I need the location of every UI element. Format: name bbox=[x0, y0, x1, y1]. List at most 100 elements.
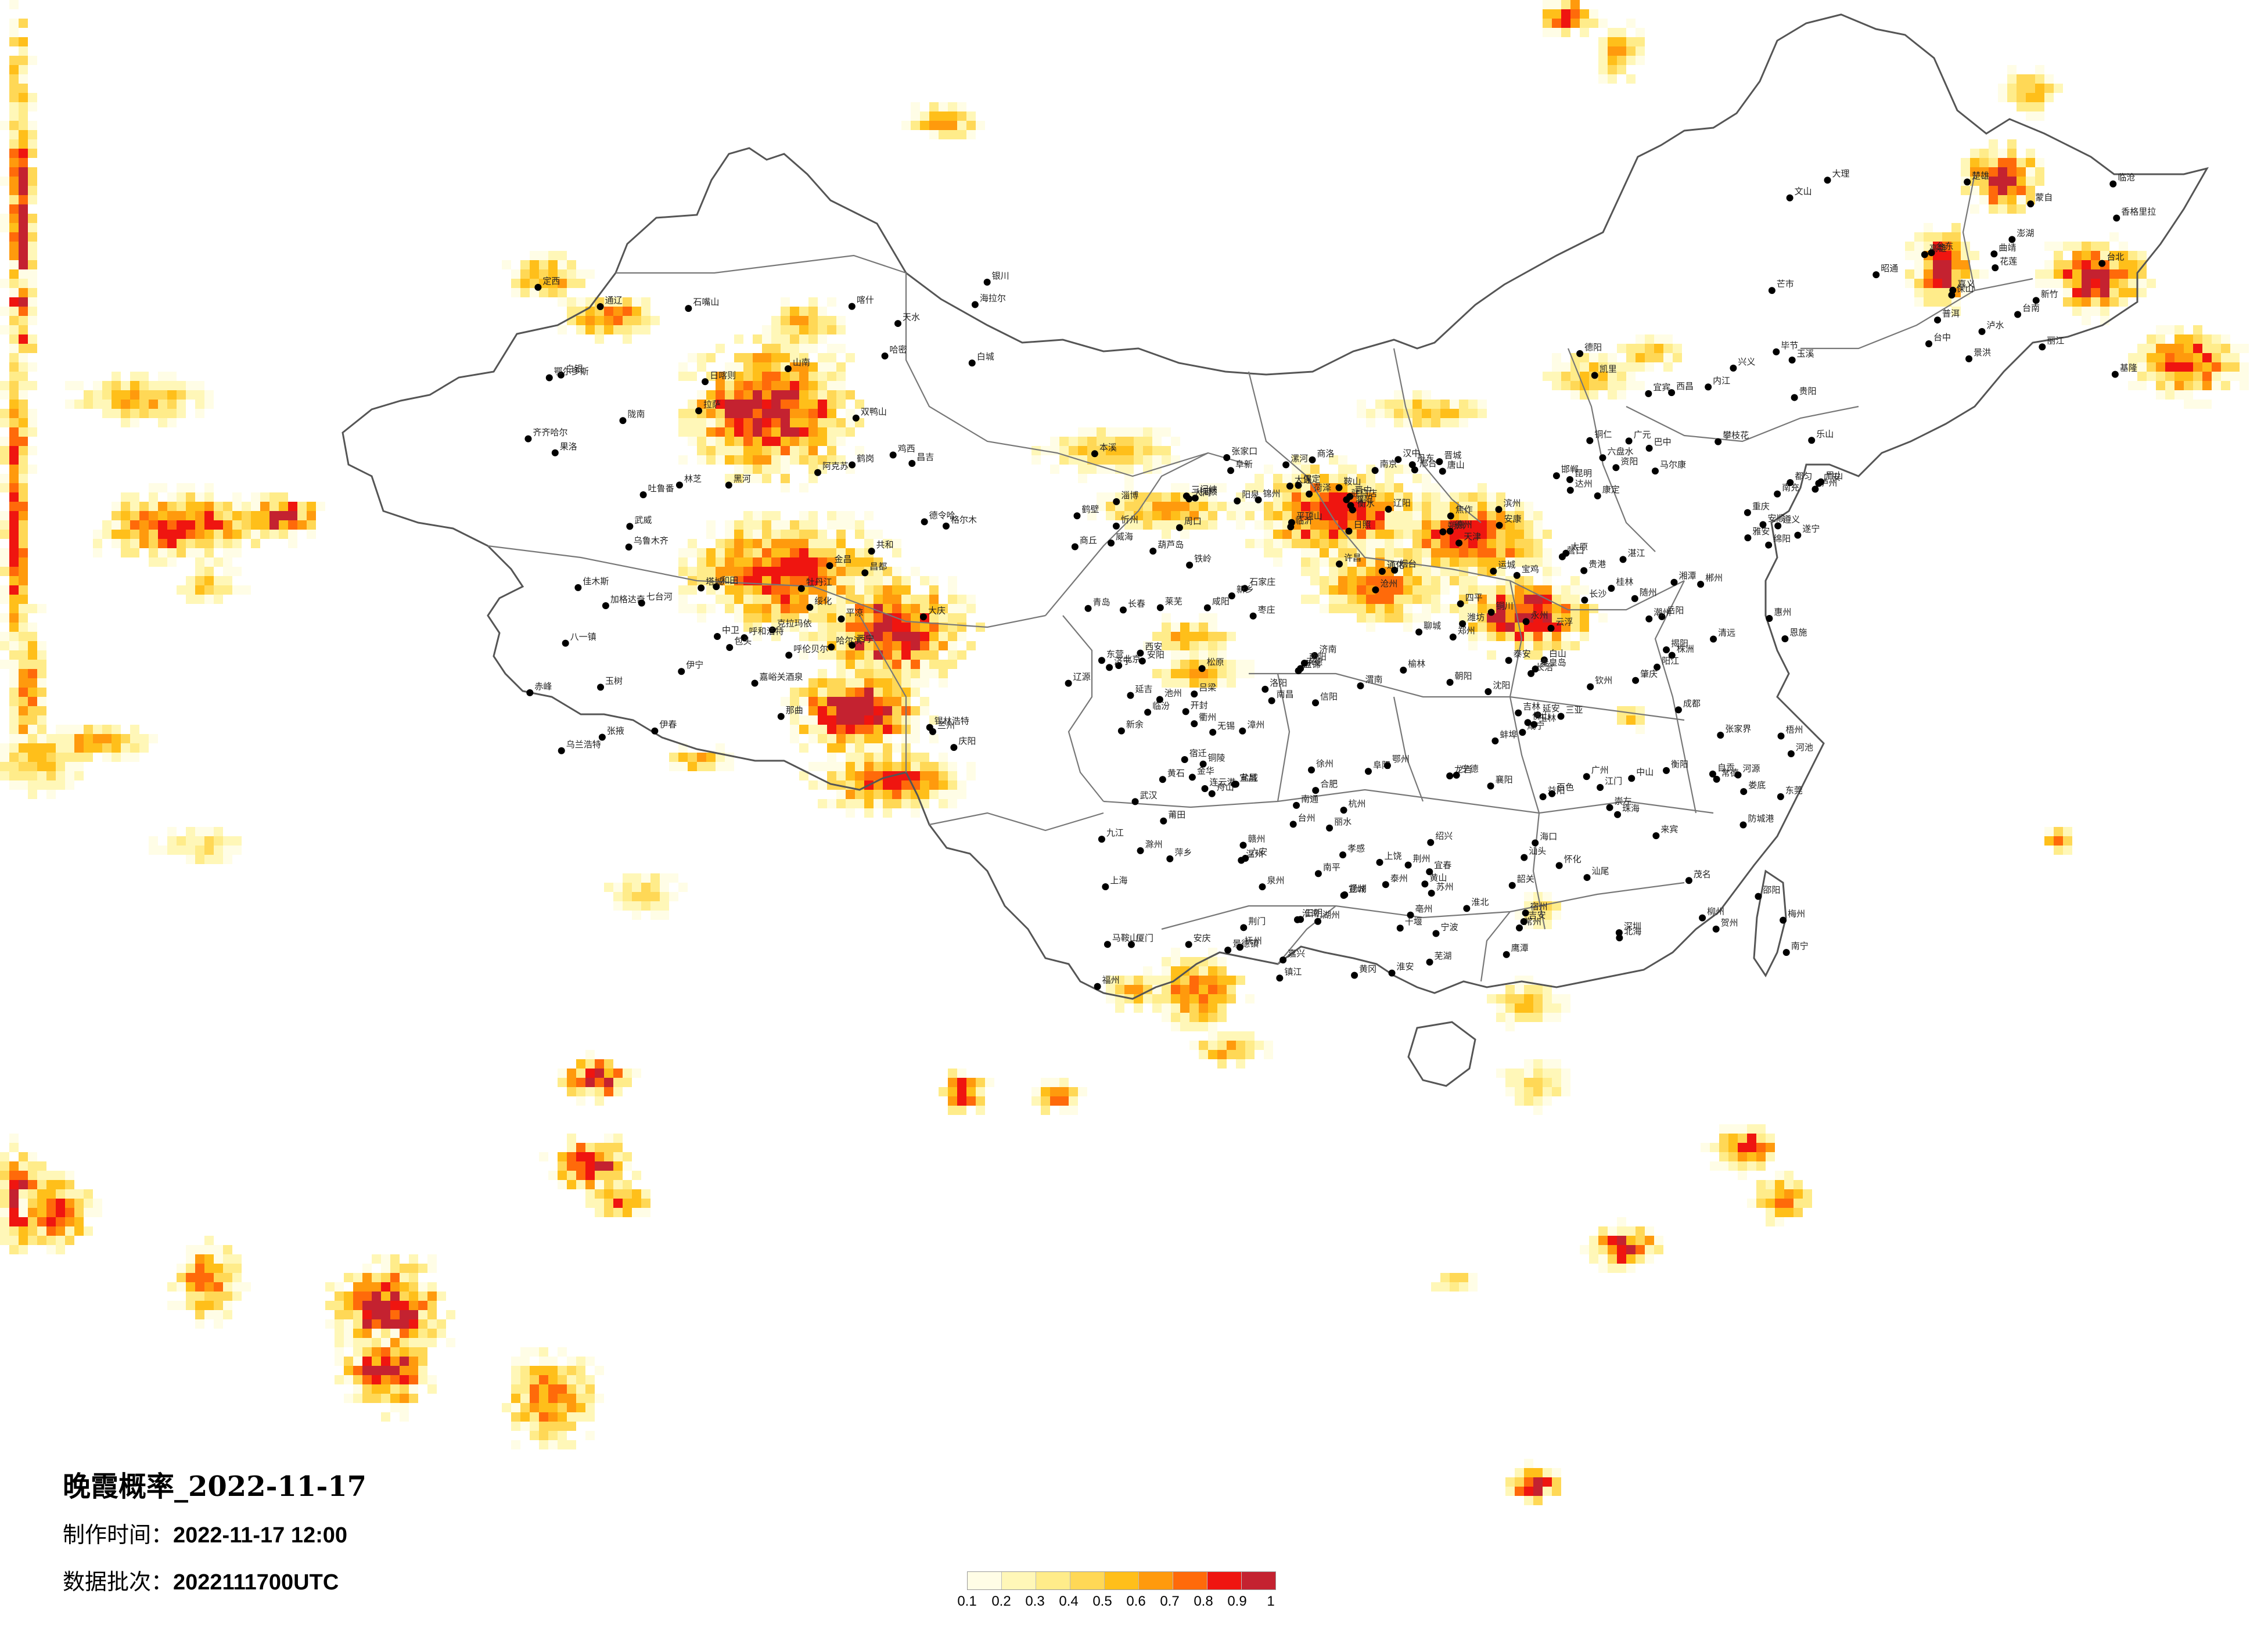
probability-cell bbox=[827, 325, 836, 334]
probability-cell bbox=[1301, 502, 1310, 511]
probability-cell bbox=[697, 418, 706, 427]
probability-cell bbox=[790, 623, 799, 632]
probability-cell bbox=[511, 1384, 520, 1394]
probability-cell bbox=[781, 455, 790, 465]
probability-cell bbox=[1152, 669, 1162, 678]
city-dot bbox=[1808, 437, 1816, 444]
probability-cell bbox=[743, 446, 753, 455]
probability-cell bbox=[19, 409, 28, 418]
probability-cell bbox=[19, 56, 28, 65]
probability-cell bbox=[1162, 641, 1171, 650]
probability-cell bbox=[743, 548, 753, 557]
city-dot bbox=[1774, 522, 1782, 530]
probability-cell bbox=[883, 632, 892, 641]
probability-cell bbox=[892, 660, 901, 669]
probability-cell bbox=[1979, 149, 1989, 158]
probability-cell bbox=[28, 381, 37, 390]
probability-cell bbox=[1598, 372, 1608, 381]
city-label: 忻州 bbox=[1121, 515, 1138, 525]
probability-cell bbox=[1394, 539, 1403, 548]
probability-cell bbox=[799, 548, 808, 557]
probability-cell bbox=[920, 632, 929, 641]
probability-cell bbox=[251, 530, 260, 539]
city-dot bbox=[1137, 847, 1144, 854]
probability-cell bbox=[688, 409, 697, 418]
probability-cell bbox=[158, 418, 167, 427]
probability-cell bbox=[1515, 1069, 1524, 1078]
city-dot bbox=[1715, 438, 1722, 445]
probability-cell bbox=[883, 576, 892, 585]
probability-cell bbox=[771, 455, 781, 465]
probability-cell bbox=[19, 474, 28, 483]
city-label: 黄冈 bbox=[1359, 963, 1376, 974]
probability-cell bbox=[223, 520, 232, 530]
probability-cell bbox=[1217, 669, 1227, 678]
probability-cell bbox=[1626, 46, 1636, 56]
probability-cell bbox=[781, 446, 790, 455]
probability-cell bbox=[1636, 344, 1645, 353]
probability-cell bbox=[37, 650, 46, 660]
probability-cell bbox=[1208, 1013, 1217, 1022]
probability-cell bbox=[762, 418, 771, 427]
probability-cell bbox=[511, 1366, 520, 1375]
probability-cell bbox=[1487, 520, 1496, 530]
city-label: 永州 bbox=[1531, 610, 1548, 620]
probability-cell bbox=[827, 799, 836, 808]
probability-cell bbox=[1338, 511, 1347, 520]
probability-cell bbox=[1385, 595, 1394, 604]
probability-cell bbox=[37, 715, 46, 725]
probability-cell bbox=[539, 1152, 548, 1161]
probability-cell bbox=[19, 111, 28, 121]
probability-cell bbox=[0, 641, 9, 650]
probability-cell bbox=[28, 316, 37, 325]
probability-cell bbox=[846, 725, 855, 734]
city-dot bbox=[695, 407, 703, 415]
probability-cell bbox=[204, 502, 214, 511]
probability-cell bbox=[112, 390, 121, 400]
probability-cell bbox=[808, 334, 818, 344]
probability-cell bbox=[1329, 585, 1338, 595]
probability-cell bbox=[372, 1338, 381, 1347]
probability-cell bbox=[781, 437, 790, 446]
probability-cell bbox=[1208, 976, 1217, 985]
city-dot bbox=[1104, 941, 1111, 948]
probability-cell bbox=[2100, 307, 2109, 316]
probability-cell bbox=[204, 520, 214, 530]
city-label: 和田 bbox=[721, 575, 738, 585]
probability-cell bbox=[808, 715, 818, 725]
probability-cell bbox=[409, 1347, 418, 1357]
city-dot bbox=[1340, 807, 1347, 814]
probability-cell bbox=[279, 530, 288, 539]
probability-cell bbox=[279, 511, 288, 520]
probability-cell bbox=[734, 427, 743, 437]
probability-cell bbox=[9, 409, 19, 418]
probability-cell bbox=[2026, 74, 2035, 84]
probability-cell bbox=[790, 567, 799, 576]
probability-cell bbox=[632, 297, 641, 307]
city-label: 丽水 bbox=[1334, 816, 1352, 827]
city-label: 济南 bbox=[1320, 644, 1337, 654]
probability-cell bbox=[585, 1078, 595, 1087]
probability-cell bbox=[1208, 1003, 1217, 1013]
probability-cell bbox=[1793, 1208, 1803, 1217]
probability-cell bbox=[167, 836, 177, 846]
city-label: 肇庆 bbox=[1640, 669, 1658, 679]
probability-cell bbox=[558, 1440, 567, 1449]
probability-cell bbox=[604, 1143, 613, 1152]
probability-cell bbox=[2044, 74, 2054, 84]
city-label: 邢台 bbox=[1419, 458, 1437, 469]
probability-cell bbox=[1310, 539, 1320, 548]
probability-cell bbox=[595, 1180, 604, 1189]
probability-cell bbox=[1617, 344, 1626, 353]
probability-cell bbox=[567, 1384, 576, 1394]
city-dot bbox=[1516, 924, 1523, 931]
probability-cell bbox=[1589, 1245, 1598, 1254]
probability-cell bbox=[613, 1189, 623, 1199]
probability-cell bbox=[613, 1134, 623, 1143]
probability-cell bbox=[966, 1087, 976, 1096]
probability-cell bbox=[1366, 502, 1375, 511]
probability-cell bbox=[9, 725, 19, 734]
probability-cell bbox=[1208, 966, 1217, 976]
probability-cell bbox=[790, 595, 799, 604]
city-dot bbox=[1234, 497, 1241, 505]
